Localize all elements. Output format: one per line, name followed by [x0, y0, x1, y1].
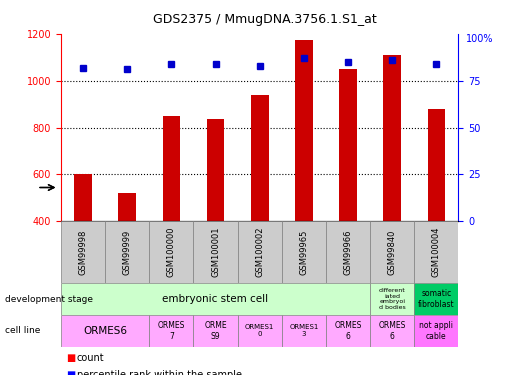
Bar — [370, 283, 414, 315]
Text: different
iated
embryoi
d bodies: different iated embryoi d bodies — [379, 288, 405, 310]
Text: GSM99999: GSM99999 — [123, 230, 131, 275]
Text: ORMES1
3: ORMES1 3 — [289, 324, 319, 338]
Bar — [193, 315, 237, 347]
Bar — [383, 55, 401, 221]
Bar — [370, 315, 414, 347]
Bar — [237, 221, 282, 283]
Text: GSM100004: GSM100004 — [432, 227, 441, 278]
Text: GSM100002: GSM100002 — [255, 227, 264, 278]
Bar — [61, 315, 149, 347]
Bar — [414, 315, 458, 347]
Text: development stage: development stage — [5, 295, 93, 304]
Text: percentile rank within the sample: percentile rank within the sample — [77, 370, 242, 375]
Bar — [414, 221, 458, 283]
Bar — [149, 315, 193, 347]
Text: ■: ■ — [66, 370, 75, 375]
Bar — [251, 95, 269, 221]
Text: GSM100001: GSM100001 — [211, 227, 220, 278]
Bar — [149, 221, 193, 283]
Bar — [193, 221, 237, 283]
Bar — [282, 221, 326, 283]
Bar — [339, 69, 357, 221]
Text: count: count — [77, 353, 104, 363]
Text: somatic
fibroblast: somatic fibroblast — [418, 290, 455, 309]
Bar — [61, 221, 105, 283]
Bar — [163, 116, 180, 221]
Text: GSM99965: GSM99965 — [299, 230, 308, 275]
Text: ■: ■ — [66, 353, 75, 363]
Text: ORMES1
0: ORMES1 0 — [245, 324, 275, 338]
Text: GSM99998: GSM99998 — [78, 230, 87, 275]
Text: ORMES
6: ORMES 6 — [334, 321, 361, 340]
Bar — [207, 119, 224, 221]
Text: GSM99840: GSM99840 — [388, 230, 396, 275]
Bar — [74, 174, 92, 221]
Bar — [105, 221, 149, 283]
Bar — [282, 315, 326, 347]
Bar — [428, 109, 445, 221]
Bar — [61, 283, 370, 315]
Text: ORME
S9: ORME S9 — [204, 321, 227, 340]
Text: embryonic stem cell: embryonic stem cell — [163, 294, 269, 304]
Text: not appli
cable: not appli cable — [419, 321, 453, 340]
Bar — [326, 315, 370, 347]
Bar — [326, 221, 370, 283]
Bar — [118, 193, 136, 221]
Text: GSM99966: GSM99966 — [343, 230, 352, 275]
Text: cell line: cell line — [5, 326, 41, 336]
Text: 100%: 100% — [466, 34, 494, 44]
Bar — [414, 283, 458, 315]
Bar — [295, 40, 313, 221]
Bar — [370, 221, 414, 283]
Text: GSM100000: GSM100000 — [167, 227, 176, 278]
Bar — [237, 315, 282, 347]
Text: GDS2375 / MmugDNA.3756.1.S1_at: GDS2375 / MmugDNA.3756.1.S1_at — [153, 13, 377, 26]
Text: ORMES
7: ORMES 7 — [158, 321, 185, 340]
Text: ORMES6: ORMES6 — [83, 326, 127, 336]
Text: ORMES
6: ORMES 6 — [378, 321, 406, 340]
